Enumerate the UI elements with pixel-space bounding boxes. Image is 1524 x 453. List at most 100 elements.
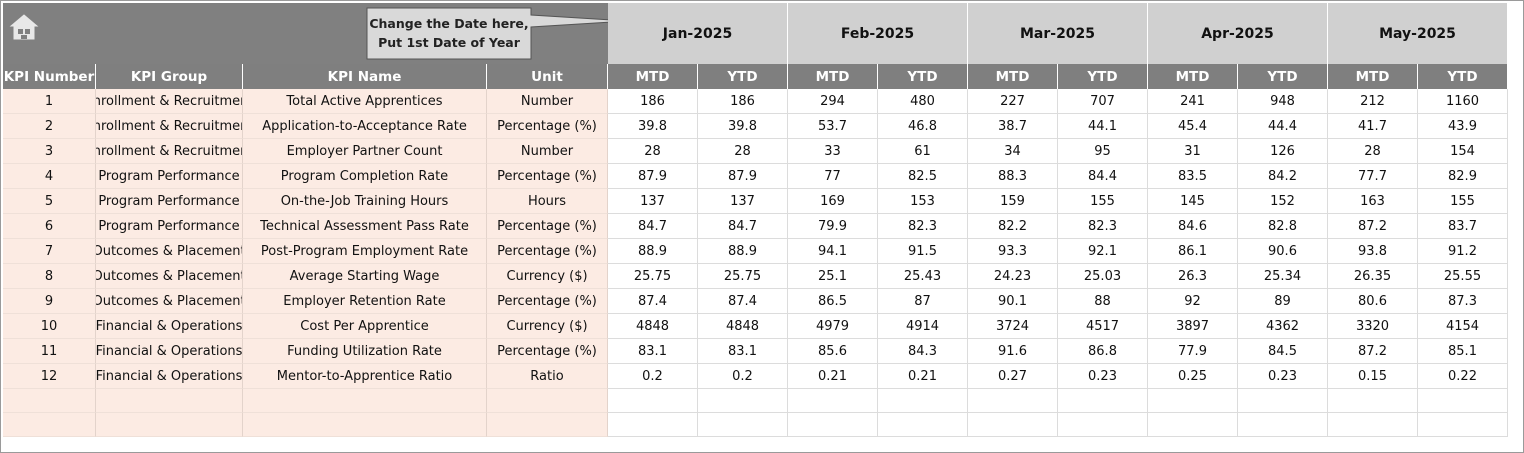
empty-cell — [1148, 413, 1238, 437]
kpi-value: 43.9 — [1418, 114, 1508, 139]
callout-text: Put 1st Date of Year — [378, 35, 520, 50]
kpi-group: Enrollment & Recruitment — [96, 114, 243, 139]
kpi-value: 46.8 — [878, 114, 968, 139]
column-header: KPI Number — [3, 64, 96, 89]
kpi-value: 26.35 — [1328, 264, 1418, 289]
kpi-value: 88.9 — [698, 239, 788, 264]
kpi-value: 155 — [1418, 189, 1508, 214]
kpi-value: 82.9 — [1418, 164, 1508, 189]
kpi-value: 1160 — [1418, 89, 1508, 114]
kpi-value: 25.03 — [1058, 264, 1148, 289]
kpi-value: 3320 — [1328, 314, 1418, 339]
kpi-value: 82.3 — [1058, 214, 1148, 239]
kpi-name: Employer Retention Rate — [243, 289, 487, 314]
kpi-value: 80.6 — [1328, 289, 1418, 314]
kpi-value: 61 — [878, 139, 968, 164]
kpi-value: 90.6 — [1238, 239, 1328, 264]
kpi-value: 83.1 — [698, 339, 788, 364]
kpi-number: 10 — [3, 314, 96, 339]
kpi-value: 87.3 — [1418, 289, 1508, 314]
kpi-value: 26.3 — [1148, 264, 1238, 289]
kpi-group: Financial & Operations — [96, 364, 243, 389]
kpi-unit: Currency ($) — [487, 264, 608, 289]
kpi-value: 83.1 — [608, 339, 698, 364]
home-icon[interactable] — [9, 13, 39, 41]
kpi-value: 82.5 — [878, 164, 968, 189]
kpi-value: 25.75 — [608, 264, 698, 289]
kpi-value: 39.8 — [608, 114, 698, 139]
sub-header: YTD — [1058, 64, 1148, 89]
kpi-unit: Hours — [487, 189, 608, 214]
kpi-value: 86.8 — [1058, 339, 1148, 364]
kpi-value: 186 — [608, 89, 698, 114]
kpi-value: 79.9 — [788, 214, 878, 239]
kpi-unit: Percentage (%) — [487, 239, 608, 264]
sub-header: MTD — [1328, 64, 1418, 89]
kpi-value: 34 — [968, 139, 1058, 164]
kpi-value: 0.22 — [1418, 364, 1508, 389]
kpi-value: 87.4 — [608, 289, 698, 314]
kpi-value: 87.4 — [698, 289, 788, 314]
kpi-value: 84.7 — [698, 214, 788, 239]
empty-cell — [96, 389, 243, 413]
kpi-value: 85.6 — [788, 339, 878, 364]
kpi-name: Cost Per Apprentice — [243, 314, 487, 339]
empty-cell — [968, 413, 1058, 437]
kpi-value: 0.2 — [608, 364, 698, 389]
kpi-value: 77.9 — [1148, 339, 1238, 364]
kpi-value: 0.25 — [1148, 364, 1238, 389]
kpi-value: 84.7 — [608, 214, 698, 239]
kpi-value: 153 — [878, 189, 968, 214]
kpi-value: 82.2 — [968, 214, 1058, 239]
empty-cell — [968, 389, 1058, 413]
kpi-value: 92 — [1148, 289, 1238, 314]
kpi-value: 0.27 — [968, 364, 1058, 389]
kpi-value: 169 — [788, 189, 878, 214]
empty-cell — [608, 413, 698, 437]
kpi-value: 948 — [1238, 89, 1328, 114]
kpi-unit: Number — [487, 139, 608, 164]
kpi-value: 152 — [1238, 189, 1328, 214]
kpi-name: Mentor-to-Apprentice Ratio — [243, 364, 487, 389]
empty-cell — [3, 413, 96, 437]
kpi-group: Program Performance — [96, 189, 243, 214]
kpi-value: 155 — [1058, 189, 1148, 214]
kpi-unit: Percentage (%) — [487, 289, 608, 314]
empty-cell — [243, 389, 487, 413]
kpi-value: 31 — [1148, 139, 1238, 164]
kpi-name: Post-Program Employment Rate — [243, 239, 487, 264]
empty-cell — [608, 389, 698, 413]
kpi-value: 24.23 — [968, 264, 1058, 289]
kpi-value: 88.9 — [608, 239, 698, 264]
kpi-unit: Percentage (%) — [487, 339, 608, 364]
kpi-group: Program Performance — [96, 214, 243, 239]
kpi-group: Financial & Operations — [96, 339, 243, 364]
kpi-number: 5 — [3, 189, 96, 214]
kpi-value: 28 — [608, 139, 698, 164]
kpi-unit: Ratio — [487, 364, 608, 389]
empty-cell — [1238, 389, 1328, 413]
kpi-value: 87.9 — [698, 164, 788, 189]
kpi-value: 28 — [1328, 139, 1418, 164]
kpi-value: 77.7 — [1328, 164, 1418, 189]
kpi-value: 4362 — [1238, 314, 1328, 339]
empty-cell — [878, 389, 968, 413]
kpi-value: 89 — [1238, 289, 1328, 314]
kpi-value: 82.8 — [1238, 214, 1328, 239]
kpi-value: 88 — [1058, 289, 1148, 314]
column-header: KPI Name — [243, 64, 487, 89]
callout-shape — [366, 7, 629, 60]
kpi-value: 87.2 — [1328, 214, 1418, 239]
kpi-value: 87 — [878, 289, 968, 314]
kpi-value: 39.8 — [698, 114, 788, 139]
kpi-number: 2 — [3, 114, 96, 139]
kpi-value: 84.5 — [1238, 339, 1328, 364]
kpi-name: Average Starting Wage — [243, 264, 487, 289]
kpi-value: 4848 — [698, 314, 788, 339]
kpi-group: Enrollment & Recruitment — [96, 89, 243, 114]
kpi-value: 227 — [968, 89, 1058, 114]
kpi-value: 83.5 — [1148, 164, 1238, 189]
kpi-value: 86.5 — [788, 289, 878, 314]
kpi-number: 7 — [3, 239, 96, 264]
month-header: Apr-2025 — [1148, 3, 1328, 64]
